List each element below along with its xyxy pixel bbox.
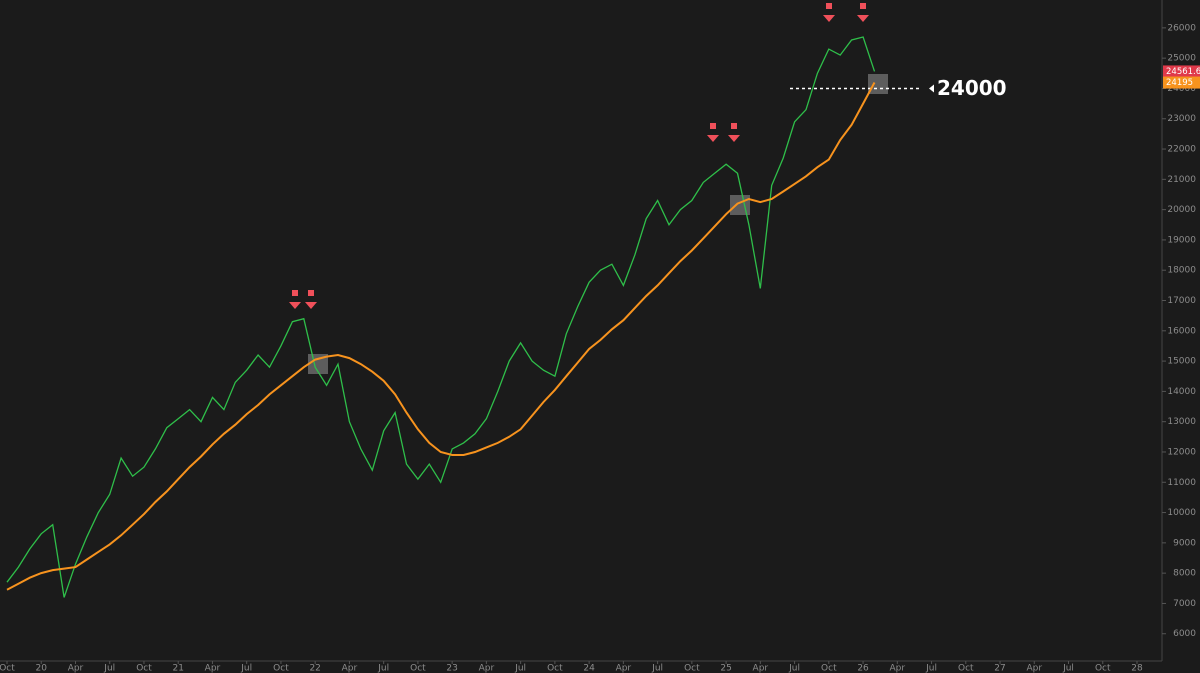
x-tick-label: Oct (1095, 664, 1111, 673)
x-tick-label: 22 (309, 664, 320, 673)
y-tick-label: 16000 (1167, 326, 1196, 336)
price-badge (1163, 65, 1200, 78)
y-tick-label: 19000 (1167, 235, 1196, 245)
x-tick-label: Oct (821, 664, 837, 673)
peak-arrow (305, 290, 317, 309)
x-tick-label: 28 (1131, 664, 1143, 673)
x-tick-label: 23 (446, 664, 457, 673)
peak-arrows (289, 3, 869, 309)
x-tick-label: Apr (205, 664, 221, 673)
x-tick-label: Oct (410, 664, 426, 673)
peak-arrow (857, 3, 869, 22)
y-tick-label: 24000 (1167, 84, 1196, 94)
y-tick-label: 10000 (1167, 508, 1196, 518)
y-tick-label: 14000 (1167, 387, 1196, 397)
y-tick-label: 25000 (1167, 54, 1196, 64)
price-badge (1163, 76, 1200, 89)
x-tick-label: Oct (273, 664, 289, 673)
y-tick-label: 12000 (1167, 447, 1196, 457)
x-tick-label: Oct (136, 664, 152, 673)
y-tick-label: 7000 (1173, 599, 1196, 609)
peak-arrow (707, 123, 719, 142)
x-tick-label: Apr (1026, 664, 1042, 673)
y-tick-label: 18000 (1167, 266, 1196, 276)
x-tick-label: Apr (616, 664, 632, 673)
y-tick-label: 11000 (1167, 478, 1196, 488)
y-tick-label: 26000 (1167, 23, 1196, 33)
level-label: 24000 (937, 76, 1007, 100)
x-tick-label: 27 (994, 664, 1005, 673)
y-tick-label: 17000 (1167, 296, 1196, 306)
y-tick-label: 8000 (1173, 569, 1196, 579)
y-tick-label: 20000 (1167, 205, 1196, 215)
peak-arrow (289, 290, 301, 309)
x-tick-label: Apr (342, 664, 358, 673)
series-line (6, 82, 876, 591)
x-tick-label: Oct (0, 664, 15, 673)
y-tick-label: 6000 (1173, 629, 1196, 639)
y-tick-label: 22000 (1167, 145, 1196, 155)
peak-arrow (728, 123, 740, 142)
x-tick-label: Jul (240, 664, 252, 673)
x-tick-label: 20 (36, 664, 48, 673)
x-tick-label: Apr (753, 664, 769, 673)
level-marker (929, 84, 934, 93)
price-badge-label: 24561.63 (1166, 67, 1200, 77)
x-tick-label: Jul (103, 664, 115, 673)
x-tick-label: 24 (583, 664, 595, 673)
x-tick-label: Apr (68, 664, 84, 673)
x-tick-label: 25 (720, 664, 731, 673)
y-tick-label: 13000 (1167, 417, 1196, 427)
y-tick-label: 15000 (1167, 357, 1196, 367)
x-tick-label: Jul (925, 664, 937, 673)
x-tick-label: Jul (377, 664, 389, 673)
peak-arrow (823, 3, 835, 22)
x-tick-label: 26 (857, 664, 869, 673)
cross-box (730, 195, 750, 215)
x-tick-label: Apr (479, 664, 495, 673)
x-tick-label: Oct (684, 664, 700, 673)
x-tick-label: Apr (890, 664, 906, 673)
y-tick-label: 23000 (1167, 114, 1196, 124)
y-tick-label: 21000 (1167, 175, 1196, 185)
x-tick-label: Jul (514, 664, 526, 673)
price-badge-label: 24195 (1166, 78, 1193, 88)
x-tick-label: 21 (172, 664, 183, 673)
y-tick-label: 9000 (1173, 538, 1196, 548)
x-tick-label: Jul (1062, 664, 1074, 673)
x-tick-label: Jul (788, 664, 800, 673)
x-tick-label: Oct (958, 664, 974, 673)
x-tick-label: Oct (547, 664, 563, 673)
x-tick-label: Jul (651, 664, 663, 673)
series-line (6, 36, 876, 598)
